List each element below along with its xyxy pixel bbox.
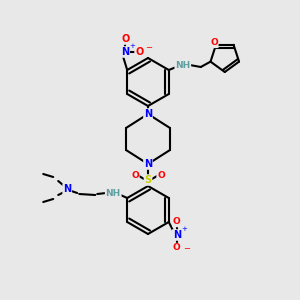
Text: −: − (145, 43, 152, 52)
Text: N: N (173, 230, 181, 240)
Text: N: N (144, 159, 152, 169)
Text: NH: NH (175, 61, 190, 70)
Text: O: O (121, 34, 129, 44)
Text: O: O (157, 170, 165, 179)
Text: O: O (173, 218, 181, 226)
Text: −: − (183, 244, 190, 253)
Text: +: + (129, 43, 135, 49)
Text: S: S (144, 175, 152, 185)
Text: O: O (173, 244, 181, 253)
Text: O: O (131, 170, 139, 179)
Text: N: N (144, 109, 152, 119)
Text: O: O (210, 38, 218, 47)
Text: N: N (121, 47, 129, 57)
Text: O: O (135, 47, 143, 57)
Text: N: N (63, 184, 71, 194)
Text: +: + (181, 226, 187, 232)
Text: NH: NH (106, 188, 121, 197)
